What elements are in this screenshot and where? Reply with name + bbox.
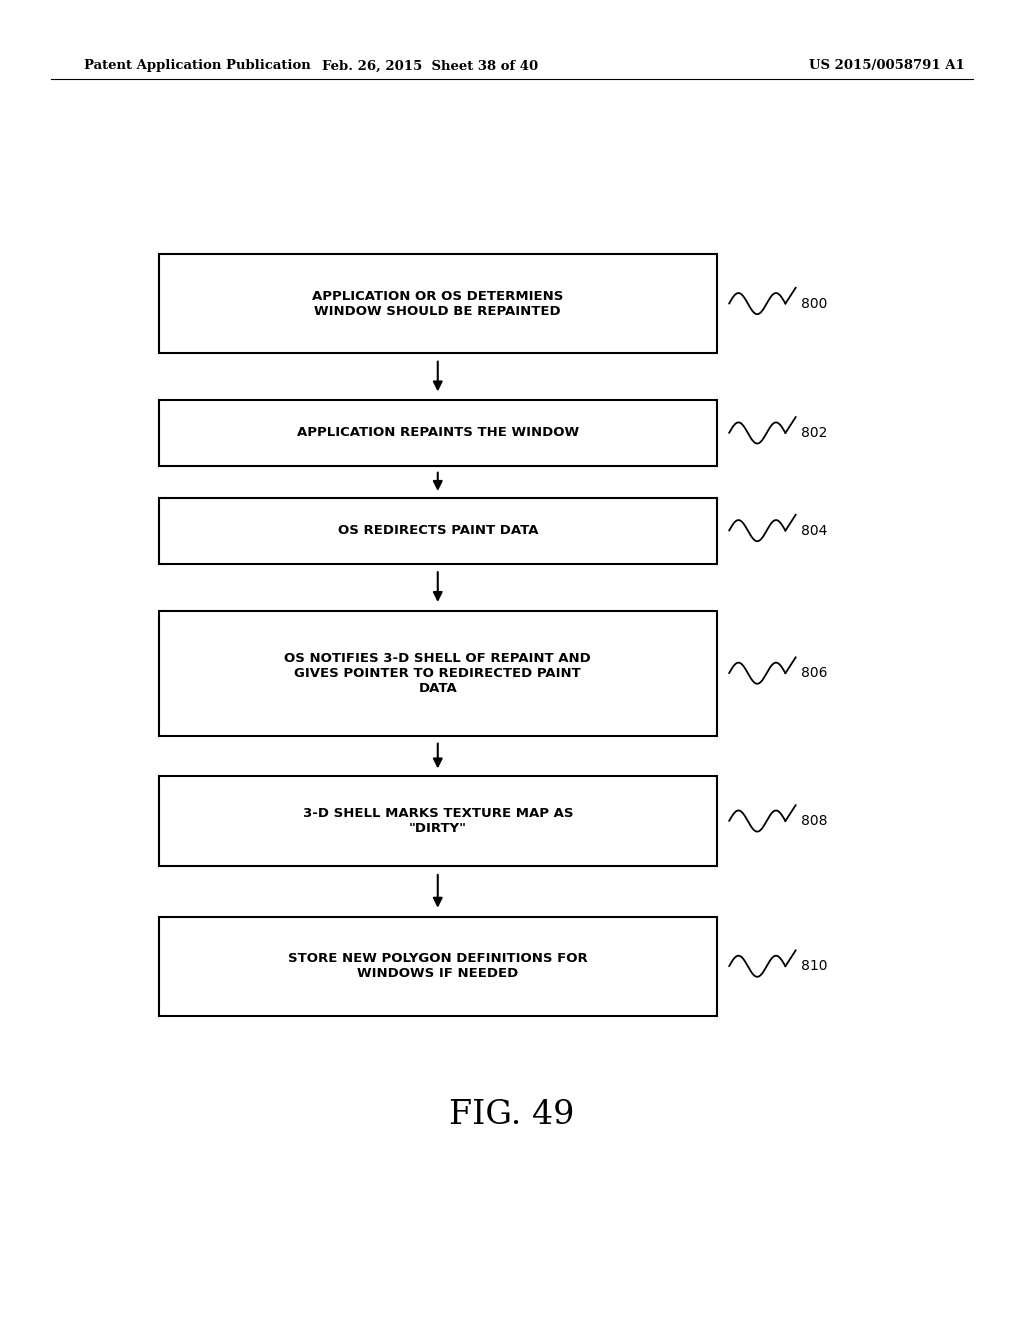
FancyBboxPatch shape [159, 253, 717, 352]
FancyBboxPatch shape [159, 498, 717, 564]
Text: OS NOTIFIES 3-D SHELL OF REPAINT AND
GIVES POINTER TO REDIRECTED PAINT
DATA: OS NOTIFIES 3-D SHELL OF REPAINT AND GIV… [285, 652, 591, 694]
Text: 810: 810 [801, 960, 827, 973]
Text: 808: 808 [801, 814, 827, 828]
Text: OS REDIRECTS PAINT DATA: OS REDIRECTS PAINT DATA [338, 524, 538, 537]
FancyBboxPatch shape [159, 400, 717, 466]
Text: 802: 802 [801, 426, 827, 440]
Text: US 2015/0058791 A1: US 2015/0058791 A1 [809, 59, 965, 73]
Text: STORE NEW POLYGON DEFINITIONS FOR
WINDOWS IF NEEDED: STORE NEW POLYGON DEFINITIONS FOR WINDOW… [288, 952, 588, 981]
Text: APPLICATION OR OS DETERMIENS
WINDOW SHOULD BE REPAINTED: APPLICATION OR OS DETERMIENS WINDOW SHOU… [312, 289, 563, 318]
Text: Feb. 26, 2015  Sheet 38 of 40: Feb. 26, 2015 Sheet 38 of 40 [322, 59, 539, 73]
Text: 806: 806 [801, 667, 827, 680]
Text: Patent Application Publication: Patent Application Publication [84, 59, 310, 73]
FancyBboxPatch shape [159, 610, 717, 737]
FancyBboxPatch shape [159, 916, 717, 1016]
FancyBboxPatch shape [159, 776, 717, 866]
Text: 800: 800 [801, 297, 827, 310]
Text: FIG. 49: FIG. 49 [450, 1100, 574, 1131]
Text: APPLICATION REPAINTS THE WINDOW: APPLICATION REPAINTS THE WINDOW [297, 426, 579, 440]
Text: 3-D SHELL MARKS TEXTURE MAP AS
"DIRTY": 3-D SHELL MARKS TEXTURE MAP AS "DIRTY" [302, 807, 573, 836]
Text: 804: 804 [801, 524, 827, 537]
